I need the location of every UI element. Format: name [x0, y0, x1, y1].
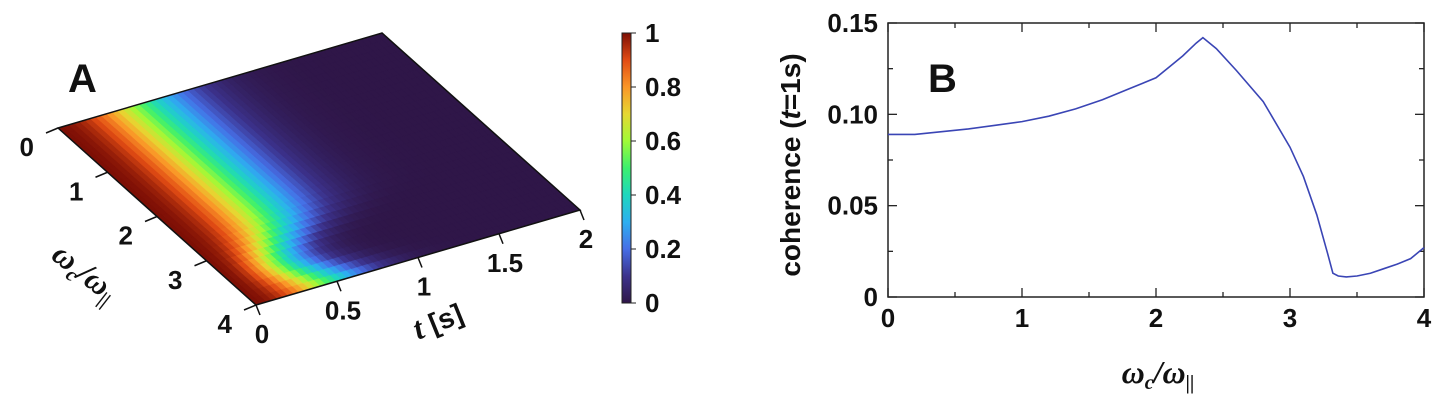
t-tick-mark [255, 304, 261, 316]
omega-tick-mark [194, 260, 207, 267]
y-tick-label: 0.10 [827, 99, 878, 129]
t-tick-mark [579, 209, 585, 221]
t-tick-label: 0 [255, 319, 269, 349]
heatmap-surface [57, 32, 581, 306]
x-tick-label: 0 [881, 303, 895, 333]
omega-tick-label: 2 [119, 221, 133, 251]
panel-b-ticks: 0 1 2 3 4 0 0.05 0.10 0.15 [827, 8, 1431, 333]
xlabel-sub: c [1145, 372, 1154, 394]
xlabel-sub: || [1186, 372, 1195, 394]
xlabel-part: ω [1162, 354, 1185, 390]
xlabel-part: / [1152, 354, 1166, 390]
x-tick-label: 4 [1417, 303, 1432, 333]
omega-tick-label: 3 [168, 265, 182, 295]
omega-tick-mark [144, 215, 158, 223]
ylabel-var: t [775, 108, 806, 119]
omega-axis-label: ωc/ω|| [43, 235, 125, 311]
x-tick-label: 2 [1149, 303, 1163, 333]
panel-b-ylabel: coherence (t=1s) [775, 53, 806, 276]
x-tick-label: 1 [1015, 303, 1029, 333]
panel-b-xlabel: ωc/ω|| [1122, 354, 1195, 394]
panel-a-label: A [68, 57, 97, 101]
y-tick-label: 0.15 [827, 8, 878, 38]
omega-tick-mark [45, 127, 59, 134]
t-tick-label: 1.5 [487, 248, 523, 278]
xlabel-part: ω [1122, 354, 1145, 390]
colorbar-tick-label: 0.2 [645, 234, 681, 264]
y-tick-label: 0 [864, 282, 878, 312]
omega-tick-label: 4 [218, 309, 233, 339]
t-tick-label: 1 [417, 272, 431, 302]
omega-tick-label: 1 [69, 176, 83, 206]
colorbar-tick-label: 1 [645, 18, 659, 48]
colorbar-tick-label: 0.8 [645, 72, 681, 102]
panel-b-frame [887, 22, 1425, 298]
ylabel-part: coherence ( [775, 119, 806, 277]
colorbar-bar [621, 32, 632, 304]
panel-b-label: B [928, 57, 957, 101]
x-tick-label: 3 [1283, 303, 1297, 333]
colorbar: 0 0.2 0.4 0.6 0.8 1 [621, 18, 682, 318]
ylabel-part: =1s) [775, 53, 806, 110]
omega-tick-mark [95, 171, 108, 178]
t-axis-label: t [s] [407, 294, 468, 346]
t-tick-mark [336, 280, 342, 292]
colorbar-tick-label: 0.4 [645, 180, 682, 210]
omega-tick-label: 0 [20, 132, 34, 162]
coherence-line [888, 36, 1425, 278]
t-tick-mark [498, 233, 504, 245]
omega-tick-mark [243, 304, 257, 311]
panel-b: B 0 1 2 3 400.050.100.15 ωc/ω|| coherence (t… [775, 8, 1432, 394]
colorbar-tick-label: 0 [645, 288, 659, 318]
t-tick-label: 2 [579, 224, 593, 254]
t-tick-label: 0.5 [325, 295, 361, 325]
t-tick-mark [417, 257, 423, 268]
colorbar-tick-label: 0.6 [645, 126, 681, 156]
y-tick-label: 0.05 [827, 191, 878, 221]
